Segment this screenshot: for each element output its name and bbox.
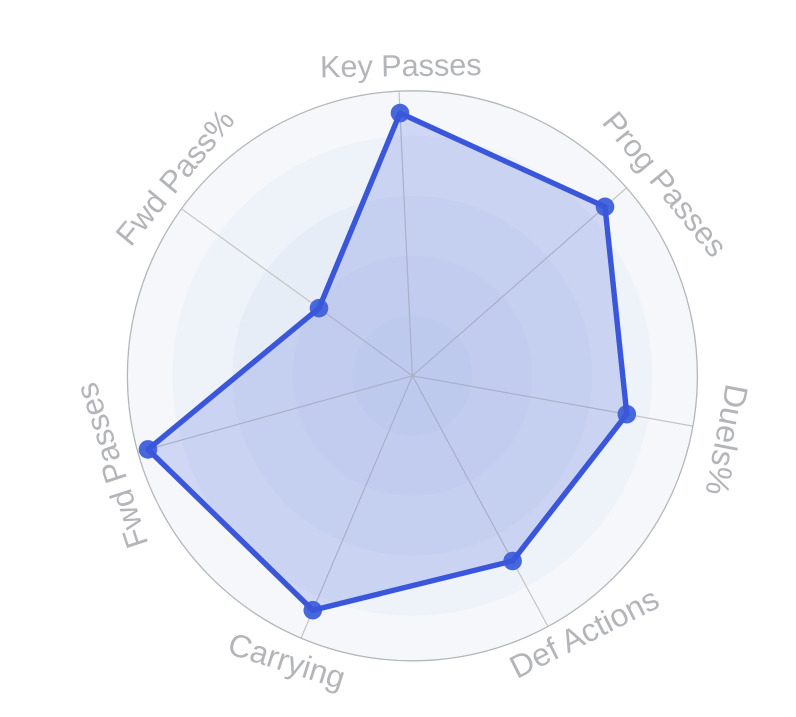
svg-text:Key Passes: Key Passes: [320, 48, 482, 84]
svg-text:Duels%: Duels%: [698, 381, 754, 498]
